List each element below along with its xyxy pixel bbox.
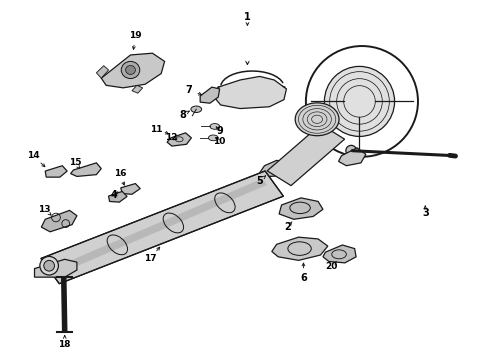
Polygon shape xyxy=(34,259,77,277)
Text: 6: 6 xyxy=(300,273,307,283)
Text: 5: 5 xyxy=(256,176,263,186)
Ellipse shape xyxy=(44,260,54,271)
Polygon shape xyxy=(132,85,143,93)
Ellipse shape xyxy=(208,135,218,141)
Polygon shape xyxy=(62,179,267,270)
Polygon shape xyxy=(101,53,165,88)
Text: 11: 11 xyxy=(150,125,163,134)
Text: 18: 18 xyxy=(58,340,71,349)
Polygon shape xyxy=(41,210,77,232)
Text: 13: 13 xyxy=(38,205,50,214)
Ellipse shape xyxy=(295,103,339,136)
Text: 16: 16 xyxy=(114,169,126,178)
Text: 3: 3 xyxy=(422,208,429,218)
Polygon shape xyxy=(97,66,109,78)
Text: 4: 4 xyxy=(111,190,118,200)
Text: 10: 10 xyxy=(214,137,226,146)
Polygon shape xyxy=(41,171,283,284)
Text: 20: 20 xyxy=(325,262,338,271)
Text: 8: 8 xyxy=(179,110,186,120)
Ellipse shape xyxy=(40,256,58,275)
Polygon shape xyxy=(267,125,344,186)
Polygon shape xyxy=(109,192,127,202)
Polygon shape xyxy=(260,160,291,176)
Ellipse shape xyxy=(125,66,135,75)
Text: 7: 7 xyxy=(186,85,193,95)
Ellipse shape xyxy=(191,106,202,112)
Text: 14: 14 xyxy=(27,151,39,160)
Text: 15: 15 xyxy=(69,158,82,167)
Ellipse shape xyxy=(210,123,220,129)
Ellipse shape xyxy=(324,66,394,136)
Polygon shape xyxy=(272,237,328,260)
Polygon shape xyxy=(213,76,287,109)
Ellipse shape xyxy=(121,62,140,78)
Text: 17: 17 xyxy=(144,254,156,263)
Polygon shape xyxy=(45,166,67,177)
Text: 19: 19 xyxy=(129,31,142,40)
Polygon shape xyxy=(279,198,323,219)
Polygon shape xyxy=(200,87,220,103)
Text: 1: 1 xyxy=(244,13,251,22)
Polygon shape xyxy=(167,133,192,146)
Polygon shape xyxy=(339,148,366,166)
Ellipse shape xyxy=(346,145,357,156)
Polygon shape xyxy=(71,163,101,176)
Text: 2: 2 xyxy=(285,222,291,232)
Polygon shape xyxy=(323,245,356,263)
Text: 9: 9 xyxy=(216,126,223,136)
Polygon shape xyxy=(121,184,140,194)
Text: 12: 12 xyxy=(165,133,177,142)
